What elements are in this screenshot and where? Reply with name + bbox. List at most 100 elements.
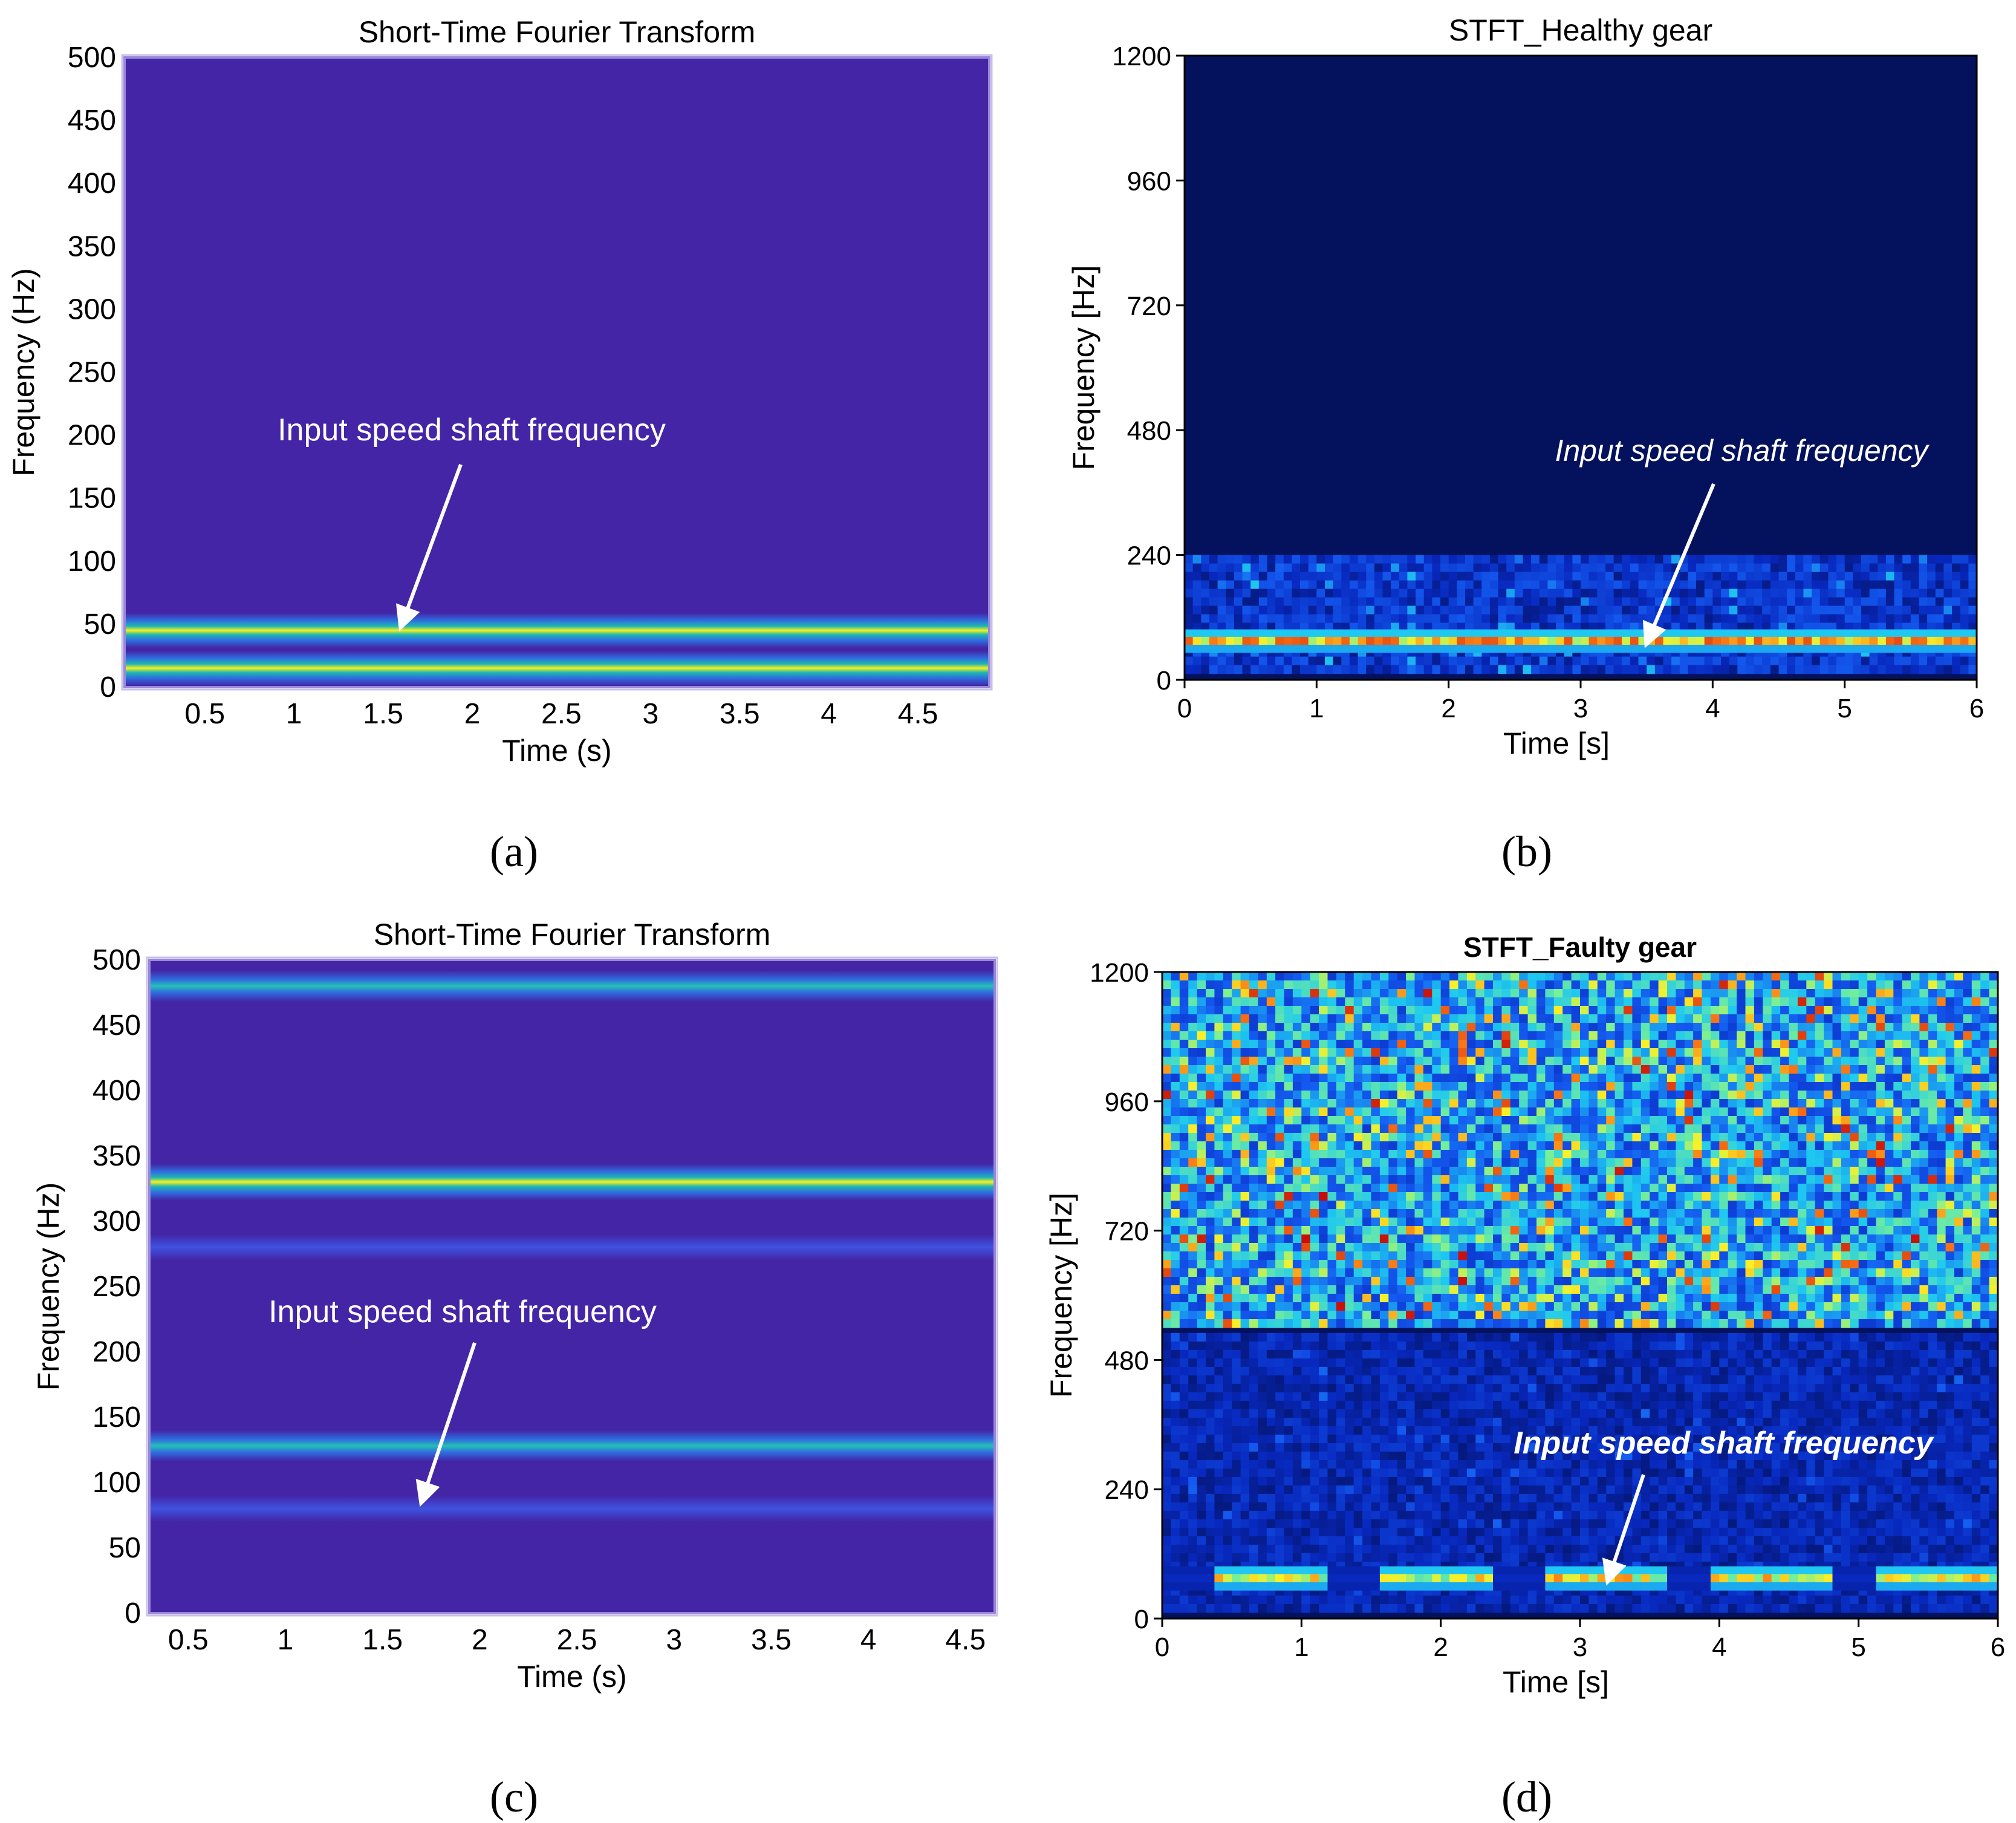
noise-cell [1632, 1175, 1642, 1184]
noise-cell [1667, 1107, 1676, 1117]
noise-cell [1510, 1006, 1520, 1015]
noise-cell [1458, 1082, 1468, 1091]
noise-cell [1624, 1031, 1633, 1040]
noise-cell [1308, 563, 1317, 573]
noise-cell [1640, 1048, 1650, 1057]
noise-cell [1510, 1124, 1520, 1133]
noise-cell [1815, 1014, 1824, 1023]
noise-cell [1223, 1201, 1232, 1210]
noise-cell [1284, 1065, 1293, 1074]
noise-cell [1188, 1158, 1198, 1167]
noise-cell [1545, 1116, 1555, 1125]
noise-cell [1884, 1158, 1894, 1167]
band-cell [1407, 629, 1416, 638]
band-cell [1968, 636, 1977, 645]
noise-cell [1954, 1192, 1963, 1201]
noise-cell [1841, 1226, 1850, 1235]
noise-cell [1614, 1074, 1624, 1083]
noise-cell [1414, 1074, 1424, 1083]
noise-cell [1547, 589, 1556, 598]
noise-cell [1223, 1226, 1232, 1235]
noise-cell [1989, 989, 1998, 998]
noise-cell [1663, 563, 1672, 573]
noise-cell [1539, 563, 1548, 573]
noise-cell [1745, 997, 1755, 1006]
noise-cell [1397, 1040, 1406, 1049]
band-cell [1737, 629, 1746, 638]
band-cell [1556, 636, 1565, 645]
noise-cell [1514, 656, 1523, 666]
noise-cell [1458, 1243, 1468, 1252]
noise-cell [1232, 1082, 1241, 1091]
noise-cell [1275, 972, 1285, 981]
noise-cell [1832, 1226, 1842, 1235]
noise-cell [1712, 580, 1722, 590]
noise-cell [1223, 972, 1232, 981]
noise-cell [1737, 1218, 1746, 1227]
noise-cell [1841, 1192, 1850, 1201]
noise-cell [1275, 589, 1284, 598]
noise-cell [1693, 989, 1703, 998]
noise-cell [1719, 1192, 1729, 1201]
noise-cell [1310, 1184, 1319, 1193]
noise-cell [1440, 1082, 1450, 1091]
noise-cell [1379, 1074, 1389, 1083]
noise-cell [1850, 1014, 1859, 1023]
noise-cell [1712, 656, 1722, 666]
noise-cell [1919, 1150, 1929, 1159]
noise-cell [1850, 1226, 1859, 1235]
noise-cell [1754, 656, 1763, 666]
noise-cell [1614, 1209, 1624, 1218]
noise-cell [1308, 572, 1317, 581]
band-cell [1432, 645, 1441, 653]
noise-cell [1188, 997, 1198, 1006]
noise-cell [1693, 1133, 1703, 1142]
noise-cell [1327, 1057, 1337, 1066]
noise-cell [1710, 1167, 1720, 1176]
band-cell [1910, 629, 1919, 638]
noise-cell [1501, 1057, 1511, 1066]
noise-cell [1806, 1201, 1816, 1210]
noise-cell [1763, 1226, 1772, 1235]
noise-cell [1519, 1243, 1529, 1252]
band-cell [1539, 636, 1548, 645]
noise-cell [1911, 1209, 1920, 1218]
noise-cell [1650, 1251, 1659, 1260]
noise-cell [1952, 580, 1961, 590]
noise-cell [1885, 597, 1895, 607]
noise-cell [1240, 1167, 1250, 1176]
noise-cell [1301, 1031, 1311, 1040]
noise-cell [1614, 989, 1624, 998]
noise-cell [1710, 1141, 1720, 1150]
noise-cell [1217, 605, 1226, 615]
noise-cell [1780, 1175, 1790, 1184]
noise-cell [1284, 1074, 1293, 1083]
noise-cell [1536, 1099, 1546, 1108]
band-cell [1754, 636, 1763, 645]
noise-cell [1667, 1031, 1676, 1040]
noise-cell [1771, 1074, 1781, 1083]
noise-cell [1780, 1048, 1790, 1057]
x-tick-label: 1 [286, 698, 302, 730]
noise-cell [1519, 989, 1529, 998]
noise-cell [1501, 1091, 1511, 1100]
noise-cell [1201, 605, 1210, 615]
noise-cell [1928, 1023, 1937, 1032]
band-cell [1489, 645, 1499, 653]
noise-cell [1457, 572, 1466, 581]
noise-cell [1605, 614, 1614, 624]
noise-cell [1397, 1057, 1406, 1066]
noise-cell [1884, 1031, 1894, 1040]
noise-cell [1954, 1099, 1963, 1108]
noise-cell [1345, 1175, 1354, 1184]
noise-cell [1414, 1175, 1424, 1184]
noise-cell [1684, 1141, 1694, 1150]
noise-cell [1597, 1209, 1607, 1218]
noise-cell [1954, 1184, 1963, 1193]
noise-cell [1911, 1243, 1920, 1252]
noise-cell [1580, 1124, 1589, 1133]
noise-cell [1316, 597, 1325, 607]
noise-cell [1414, 1124, 1424, 1133]
noise-cell [1588, 1201, 1598, 1210]
noise-cell [1763, 1099, 1772, 1108]
